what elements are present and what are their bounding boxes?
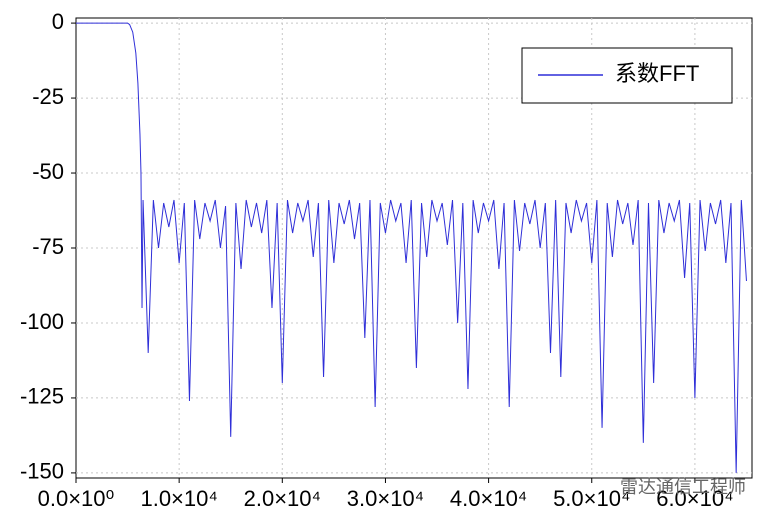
x-tick-label: 2.0×10⁴ (244, 486, 321, 511)
x-tick-label: 5.0×10⁴ (553, 486, 630, 511)
x-tick-label: 4.0×10⁴ (450, 486, 527, 511)
watermark: 雷达通信工程师 (620, 477, 746, 497)
y-tick-label: -125 (20, 384, 64, 409)
y-tick-label: 0 (52, 9, 64, 34)
x-tick-label: 1.0×10⁴ (140, 486, 217, 511)
y-tick-label: -75 (32, 234, 64, 259)
x-tick-label: 0.0×10⁰ (38, 486, 115, 511)
legend-label: 系数FFT (615, 61, 699, 86)
series-line (76, 22, 747, 473)
y-tick-label: -100 (20, 309, 64, 334)
y-tick-label: -150 (20, 459, 64, 484)
x-tick-label: 6.0×10⁴ (656, 486, 733, 511)
x-tick-label: 3.0×10⁴ (347, 486, 424, 511)
y-tick-label: -50 (32, 159, 64, 184)
y-tick-label: -25 (32, 84, 64, 109)
